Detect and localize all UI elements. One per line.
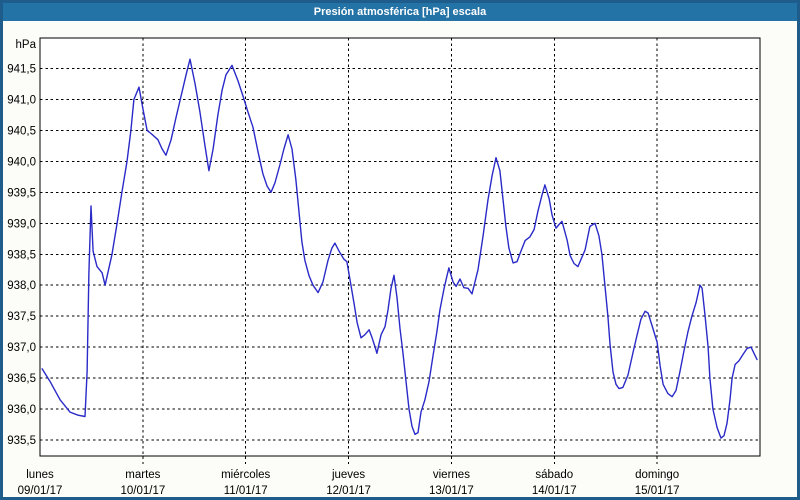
- y-axis-unit-label: hPa: [15, 39, 36, 51]
- title-bar: Presión atmosférica [hPa] escala: [3, 3, 797, 21]
- window-title: Presión atmosférica [hPa] escala: [313, 6, 487, 18]
